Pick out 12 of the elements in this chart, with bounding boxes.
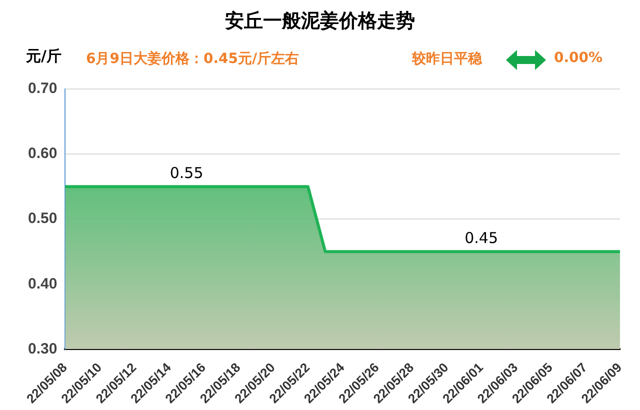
y-tick-label: 0.40 [28, 275, 58, 292]
text: 0.00% [554, 50, 603, 66]
y-tick-label: 0.50 [28, 210, 58, 228]
text: 较昨日平稳 [412, 50, 482, 68]
chart-title: 安丘一般泥姜价格走势 [224, 9, 416, 34]
data-label: 0.45 [464, 229, 498, 248]
y-tick-label: 0.60 [28, 145, 58, 162]
text: 6月9日大姜价格：0.45元/斤左右 [86, 50, 300, 68]
data-label: 0.55 [170, 164, 204, 182]
y-tick-label: 0.70 [28, 80, 58, 98]
y-axis-title: 元/斤 [26, 47, 62, 66]
y-tick-label: 0.30 [28, 340, 58, 358]
